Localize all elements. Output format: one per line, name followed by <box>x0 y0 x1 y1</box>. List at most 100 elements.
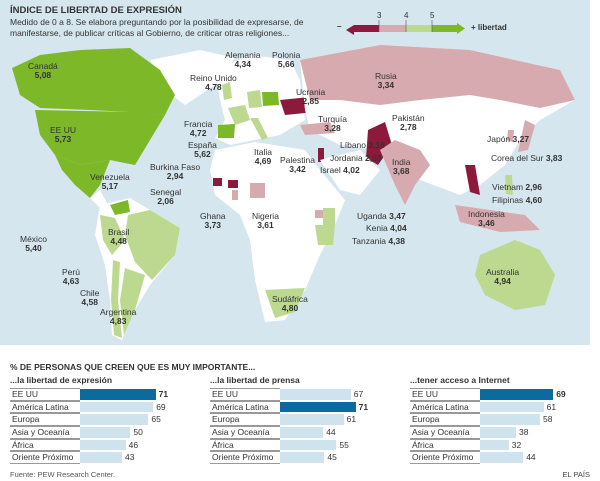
country-name: Brasil <box>108 227 130 237</box>
value-label: 65 <box>151 414 161 425</box>
bar-row: Asia y Oceanía 44 <box>210 426 400 439</box>
country-value: 4,02 <box>343 165 360 175</box>
country-value: 4,48 <box>110 236 127 246</box>
poland-shape <box>262 92 279 106</box>
map-title: ÍNDICE DE LIBERTAD DE EXPRESIÓN <box>10 5 182 16</box>
bar-row: África 55 <box>210 438 400 452</box>
bar-row: Oriente Próximo 43 <box>10 451 200 465</box>
bar-row: Europa 58 <box>410 413 600 427</box>
country-value: 2,96 <box>525 182 542 192</box>
country-name: Canadá <box>28 61 58 71</box>
chile-shape <box>111 260 122 338</box>
country-value: 5,40 <box>25 243 42 253</box>
country-value: 3,42 <box>289 164 306 174</box>
indonesia-shape <box>455 205 540 232</box>
country-label: Chile 4,58 <box>80 289 99 307</box>
usa-shape <box>35 110 165 165</box>
chart-title: ...la libertad de expresión <box>10 375 113 385</box>
burkina-shape <box>228 180 238 188</box>
bar <box>280 414 344 425</box>
bar-row: América Latina 69 <box>10 400 200 414</box>
bar-chart: ...la libertad de expresión EE UU 71 Améric… <box>10 375 200 465</box>
country-label: Corea del Sur 3,83 <box>491 153 562 163</box>
bar <box>280 389 351 400</box>
south-africa-shape <box>265 288 305 318</box>
bar-row: EE UU 69 <box>410 388 600 401</box>
country-name: EE UU <box>50 125 76 135</box>
tanzania-shape <box>315 225 335 245</box>
country-name: Burkina Faso <box>150 162 201 172</box>
bar <box>480 452 524 463</box>
country-value: 2,94 <box>166 171 184 181</box>
bar <box>80 439 126 451</box>
brazil-shape <box>125 210 180 280</box>
country-label: España 5,62 <box>188 141 217 159</box>
country-label: Líbano 3,16 <box>340 140 385 150</box>
bar <box>80 389 156 400</box>
country-name: Tanzania <box>352 236 387 246</box>
value-label: 69 <box>156 401 166 412</box>
country-value: 4,04 <box>390 223 407 233</box>
category-label: África <box>10 438 80 452</box>
bar <box>480 439 509 451</box>
category-label: América Latina <box>410 400 480 414</box>
country-name: Filipinas <box>492 195 524 205</box>
bar-row: África 32 <box>410 438 600 452</box>
country-value: 2,78 <box>400 122 417 132</box>
country-value: 4,80 <box>281 303 299 313</box>
bar <box>280 452 325 463</box>
central-america-shape <box>90 190 108 208</box>
country-name: Rusia <box>375 71 397 81</box>
levant-shape <box>318 148 324 162</box>
world-map: ÍNDICE DE LIBERTAD DE EXPRESIÓN Medido d… <box>0 0 590 345</box>
country-name: Italia <box>254 147 272 157</box>
country-label: Tanzania 4,38 <box>352 236 405 246</box>
country-label: Uganda 3,47 <box>357 211 406 221</box>
chart-title: ...tener acceso a Internet <box>410 375 510 385</box>
canada-shape <box>12 48 175 115</box>
category-label: África <box>410 438 480 452</box>
country-name: Jordania <box>330 153 363 163</box>
country-label: Indonesia 3,46 <box>468 210 505 228</box>
uk-shape <box>222 82 232 100</box>
country-label: Australia 4,94 <box>486 268 519 286</box>
country-name: Argentina <box>100 307 137 317</box>
country-label: Brasil 4,48 <box>108 228 129 246</box>
legend: – 3 4 5 + libertad <box>334 11 534 37</box>
category-label: América Latina <box>10 400 80 414</box>
value-label: 61 <box>546 401 557 412</box>
uganda-shape <box>315 210 323 218</box>
korea-shape <box>507 130 514 142</box>
bar <box>480 389 554 400</box>
category-label: Europa <box>210 413 280 427</box>
country-name: Alemania <box>225 50 261 60</box>
country-label: Japón 3,27 <box>487 134 529 144</box>
legend-scale <box>346 20 465 35</box>
vietnam-shape <box>465 165 480 195</box>
argentina-shape <box>120 268 145 335</box>
nigeria-shape <box>250 183 265 198</box>
country-label: Italia 4,69 <box>254 148 272 166</box>
legend-minus: – <box>337 22 342 31</box>
country-value: 5,17 <box>101 181 119 191</box>
russia-shape <box>300 45 575 108</box>
country-label: Pakistán 2,78 <box>392 114 425 132</box>
bar-row: EE UU 67 <box>210 388 400 401</box>
legend-tick: 5 <box>430 11 435 20</box>
country-value: 3,34 <box>377 80 395 90</box>
category-label: EE UU <box>10 388 80 401</box>
country-value: 3,61 <box>257 220 274 230</box>
country-name: Líbano <box>340 140 366 150</box>
map-shapes <box>12 45 575 340</box>
bar <box>480 414 540 425</box>
country-label: Palestina 3,42 <box>280 156 315 174</box>
africa-shape <box>210 142 345 322</box>
country-name: Senegal <box>150 187 182 197</box>
bar-chart: ...la libertad de prensa EE UU 67 América L… <box>210 375 400 465</box>
bar <box>280 401 356 413</box>
bar <box>480 401 544 413</box>
value-label: 61 <box>346 414 357 425</box>
country-value: 4,94 <box>494 276 511 286</box>
country-name: Kenia <box>366 223 388 233</box>
india-shape <box>380 140 430 205</box>
